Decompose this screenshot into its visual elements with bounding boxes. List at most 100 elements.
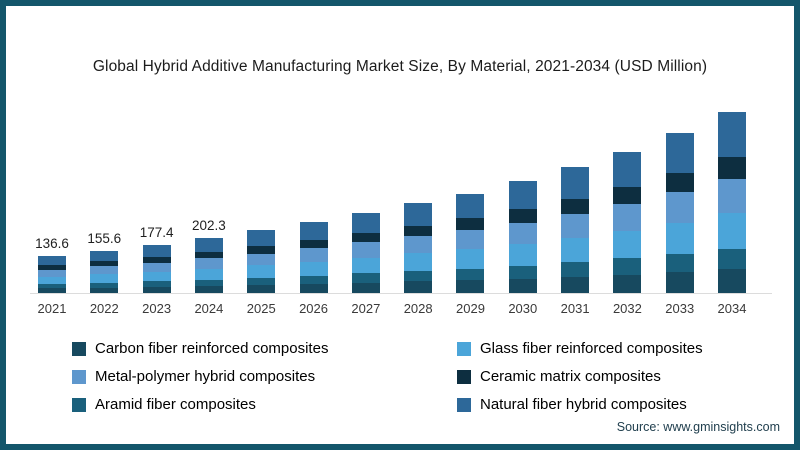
stacked-bar-2024 <box>194 237 223 293</box>
stacked-bar-2021 <box>38 255 66 293</box>
bar-segment <box>718 111 747 158</box>
bar-segment <box>90 287 119 293</box>
bar-segment <box>299 222 328 240</box>
bar-segment <box>194 237 223 252</box>
bar-segment <box>247 253 276 266</box>
chart-title: Global Hybrid Additive Manufacturing Mar… <box>92 58 708 75</box>
bar-segment <box>299 283 328 293</box>
bar-segment <box>142 262 171 272</box>
x-axis-tick-label: 2034 <box>717 301 747 316</box>
bar-segment <box>90 261 119 267</box>
x-axis-tick-label: 2028 <box>403 301 433 316</box>
bar-segment <box>142 256 171 263</box>
bar-segment <box>508 209 537 223</box>
bar-value-label: 155.6 <box>87 230 122 246</box>
legend-item: Aramid fiber composites <box>72 396 457 413</box>
bar-segment <box>561 167 590 199</box>
bar-segment <box>613 186 642 204</box>
bar-segment <box>508 278 537 293</box>
legend-swatch-icon <box>72 341 86 356</box>
stacked-bar-2026 <box>299 222 328 293</box>
x-axis-tick-label: 2021 <box>37 301 67 316</box>
bar-segment <box>404 225 433 237</box>
bar-segment <box>456 193 485 219</box>
bar-segment <box>718 248 747 270</box>
bar-segment <box>194 285 223 293</box>
legend-label: Ceramic matrix composites <box>480 368 661 385</box>
bar-segment <box>351 257 380 274</box>
bar-segment <box>38 288 66 293</box>
bar-segment <box>665 173 694 193</box>
x-axis-tick-label: 2032 <box>612 301 642 316</box>
legend-item: Carbon fiber reinforced composites <box>72 340 457 357</box>
x-axis-tick-label: 2030 <box>508 301 538 316</box>
legend-swatch-icon <box>72 369 86 384</box>
x-axis-tick-label: 2022 <box>89 301 119 316</box>
legend-item: Metal-polymer hybrid composites <box>72 368 457 385</box>
bar-segment <box>38 269 66 277</box>
bar-segment <box>351 232 380 243</box>
bar-segment <box>665 272 694 293</box>
stacked-bar-2025 <box>247 230 276 293</box>
bar-segment <box>508 265 537 279</box>
source-attribution: Source: www.gminsights.com <box>616 420 780 434</box>
stacked-bar-2029 <box>456 193 485 293</box>
bar-segment <box>665 222 694 254</box>
stacked-bar-2028 <box>404 203 433 293</box>
bar-segment <box>404 271 433 282</box>
bar-segment <box>613 230 642 259</box>
x-axis-tick-label: 2023 <box>142 301 172 316</box>
stacked-bar-2027 <box>351 212 380 293</box>
x-axis-tick-label: 2033 <box>665 301 695 316</box>
bar-segment <box>38 265 66 270</box>
stacked-bar-2022 <box>90 250 119 293</box>
bar-segment <box>351 273 380 283</box>
bar-segment <box>665 192 694 223</box>
legend-label: Carbon fiber reinforced composites <box>95 340 329 357</box>
x-axis-tick-label: 2029 <box>456 301 485 316</box>
bar-segment <box>90 274 119 283</box>
bar-segment <box>351 242 380 258</box>
x-axis-tick-label: 2025 <box>246 301 276 316</box>
legend-label: Metal-polymer hybrid composites <box>95 368 316 385</box>
bar-segment <box>456 268 485 281</box>
bar-segment <box>718 157 747 179</box>
bar-segment <box>299 239 328 249</box>
bar-segment <box>456 218 485 231</box>
x-axis-tick-label: 2024 <box>194 301 224 316</box>
stacked-bar-2023 <box>142 244 171 293</box>
bar-value-label: 136.6 <box>35 235 69 251</box>
bar-segment <box>247 265 276 278</box>
bar-segment <box>613 274 642 293</box>
chart-legend: Carbon fiber reinforced composites Glass … <box>72 340 752 413</box>
bar-segment <box>194 258 223 269</box>
bar-segment <box>38 255 66 266</box>
bar-segment <box>299 248 328 262</box>
bar-segment <box>142 271 171 282</box>
legend-label: Aramid fiber composites <box>95 396 256 413</box>
legend-swatch-icon <box>72 397 86 412</box>
bar-segment <box>508 222 537 244</box>
legend-swatch-icon <box>457 397 471 412</box>
legend-item: Glass fiber reinforced composites <box>457 340 752 357</box>
legend-label: Natural fiber hybrid composites <box>480 396 687 413</box>
bar-segment <box>142 281 171 287</box>
bar-segment <box>508 181 537 210</box>
bar-segment <box>90 266 119 275</box>
bar-segment <box>299 275 328 284</box>
bar-segment <box>561 213 590 238</box>
bar-segment <box>456 249 485 269</box>
legend-item: Natural fiber hybrid composites <box>457 396 752 413</box>
plot-area: 136.6 155.6 177.4 202.3 <box>30 90 772 294</box>
bar-segment <box>90 282 119 288</box>
bar-segment <box>38 283 66 289</box>
bar-segment <box>247 277 276 285</box>
bar-segment <box>613 203 642 231</box>
stacked-bar-2033 <box>665 133 694 293</box>
stacked-bar-2034 <box>718 111 747 293</box>
bar-segment <box>718 178 747 214</box>
legend-swatch-icon <box>457 369 471 384</box>
bar-segment <box>718 213 747 249</box>
bar-segment <box>561 237 590 263</box>
